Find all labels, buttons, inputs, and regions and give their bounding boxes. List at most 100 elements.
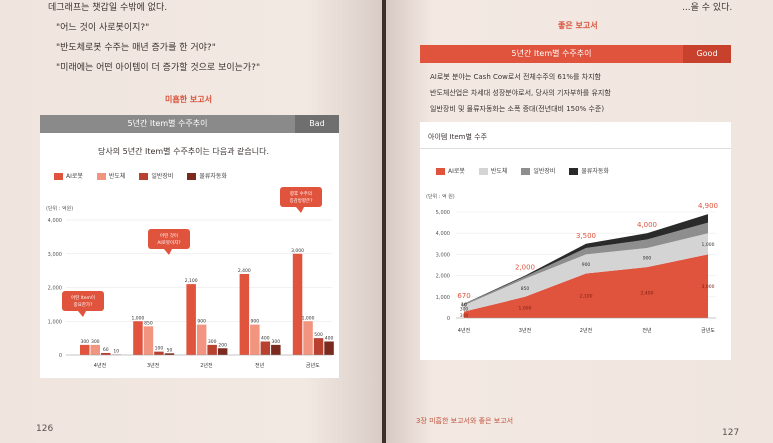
bar-value-label: 400 — [261, 336, 270, 342]
bar-value-label: 10 — [113, 349, 119, 355]
area-value-label: 900 — [582, 262, 591, 268]
bar-value-label: 1,000 — [302, 315, 315, 321]
y-tick-label: 0 — [447, 316, 450, 322]
y-tick-label: 1,000 — [48, 319, 62, 325]
bar — [324, 341, 334, 355]
intro-line: "어느 것이 사로봇이지?" — [56, 23, 150, 33]
bullet: AI로봇 분야는 Cash Cow로서 전체수주의 61%를 차지함 — [430, 73, 601, 81]
legend-item: 반도체 — [478, 166, 507, 175]
page-number: 126 — [36, 424, 54, 434]
bar-value-label: 850 — [144, 320, 153, 326]
legend-item: 반도체 — [96, 171, 125, 180]
y-tick-label: 3,000 — [48, 252, 62, 258]
bad-badge: Bad — [295, 115, 339, 133]
bar — [271, 344, 281, 355]
x-tick-label: 2년전 — [580, 327, 593, 334]
area-value-label: 10 — [461, 302, 467, 308]
bar-value-label: 50 — [167, 347, 173, 353]
bar-value-label: 300 — [272, 339, 281, 345]
chart-title: 당사의 5년간 Item별 수주추이는 다음과 같습니다. — [98, 147, 270, 156]
chart-legend: AI로봇 반도체 일반장비 물류자동화 — [54, 171, 239, 180]
bullet: 반도체산업은 차세대 성장분야로서, 당사의 기자부하를 유지함 — [430, 89, 611, 97]
area-series — [464, 222, 708, 306]
bar-value-label: 2,400 — [238, 268, 251, 274]
x-tick-label: 금년도 — [701, 327, 715, 334]
area-value-label: 1,000 — [519, 305, 532, 311]
chart-title: 아이템 Item별 수주 — [428, 133, 488, 141]
callout-text: 어떤 것이 — [160, 232, 178, 239]
bar-value-label: 1,000 — [132, 315, 145, 321]
bar-value-label: 300 — [91, 339, 100, 345]
intro-line: "반도체로봇 수주는 매년 증가를 한 거야?" — [56, 43, 216, 53]
y-tick-label: 3,000 — [436, 252, 450, 258]
y-tick-label: 4,000 — [436, 231, 450, 237]
total-label: 4,000 — [637, 221, 657, 229]
bar-value-label: 60 — [103, 347, 109, 353]
page-number: 127 — [722, 428, 740, 438]
callout-text: AI로봇이지? — [157, 239, 181, 246]
intro-line: "미래에는 어떤 아이템이 더 증가할 것으로 보이는가?" — [56, 63, 261, 73]
x-tick-label: 전년 — [642, 327, 652, 334]
callout-text: 향후 수주의 — [290, 190, 312, 197]
top-text: ...을 수 있다. — [682, 3, 733, 13]
callout-bubble — [148, 229, 190, 249]
intro-line: 데그래프는 챗갑일 수밖에 없다. — [48, 3, 168, 13]
callout-text: 중요한가? — [74, 301, 94, 308]
callout-bubble — [62, 291, 104, 311]
x-tick-label: 3년전 — [519, 327, 532, 334]
chart-header: 5년간 Item별 수주추이 — [420, 45, 683, 63]
bar-value-label: 500 — [314, 332, 323, 338]
bar — [260, 341, 271, 355]
bar — [143, 326, 154, 355]
callout-bubble — [280, 187, 322, 207]
x-tick-label: 4년전 — [94, 362, 107, 369]
area-value-label: 3,000 — [702, 284, 715, 290]
bad-chart-panel: 당사의 5년간 Item별 수주추이는 다음과 같습니다. AI로봇 반도체 일… — [40, 133, 339, 378]
bar — [133, 321, 143, 355]
bar — [303, 321, 313, 355]
y-tick-label: 2,000 — [48, 286, 62, 292]
bar — [207, 344, 217, 355]
bar — [292, 253, 303, 355]
unit-label: (단위 : 억 원) — [426, 193, 455, 200]
section-title: 좋은 보고서 — [558, 21, 598, 30]
left-page: 데그래프는 챗갑일 수밖에 없다. "어느 것이 사로봇이지?" "반도체로봇 … — [0, 0, 382, 443]
bar — [101, 352, 111, 355]
area-value-label: 2,100 — [580, 294, 593, 300]
footer-chapter: 3장 미흡한 보고서와 좋은 보고서 — [416, 417, 514, 425]
bar — [313, 338, 324, 355]
total-label: 4,900 — [698, 202, 718, 210]
legend-item: AI로봇 — [54, 171, 83, 180]
total-label: 2,000 — [515, 264, 535, 272]
bar — [196, 324, 207, 355]
right-page: ...을 수 있다. 좋은 보고서 5년간 Item별 수주추이 Good AI… — [386, 0, 773, 443]
bar — [164, 353, 175, 355]
good-area-chart: (단위 : 억 원)01,0002,0003,0004,0005,0003001… — [426, 193, 718, 334]
unit-label: (단위 : 억원) — [46, 205, 73, 212]
y-tick-label: 2,000 — [436, 274, 450, 280]
area-value-label: 300 — [460, 306, 469, 312]
total-label: 670 — [457, 292, 470, 300]
bar — [186, 284, 196, 355]
y-tick-label: 4,000 — [48, 218, 62, 224]
bar — [239, 274, 250, 355]
area-series — [464, 214, 708, 305]
bar-value-label: 300 — [80, 339, 89, 345]
bar — [90, 344, 100, 355]
area-value-label: 300 — [460, 313, 469, 319]
x-tick-label: 전년 — [255, 362, 265, 369]
area-series — [464, 233, 708, 312]
bar — [80, 344, 90, 355]
y-tick-label: 1,000 — [436, 295, 450, 301]
bullet: 일반장비 및 물류자동화는 소폭 증대(전년대비 150% 수준) — [430, 105, 605, 113]
bar-value-label: 900 — [197, 319, 206, 325]
legend-item: 물류자동화 — [569, 166, 609, 175]
callout-tail — [296, 207, 304, 213]
section-title: 미흡한 보고서 — [165, 95, 212, 104]
area-value-label: 850 — [521, 286, 530, 292]
bar-value-label: 100 — [155, 346, 164, 352]
legend-item: 일반장비 — [139, 171, 173, 180]
callout-tail — [78, 311, 86, 317]
x-tick-label: 4년전 — [458, 327, 471, 334]
